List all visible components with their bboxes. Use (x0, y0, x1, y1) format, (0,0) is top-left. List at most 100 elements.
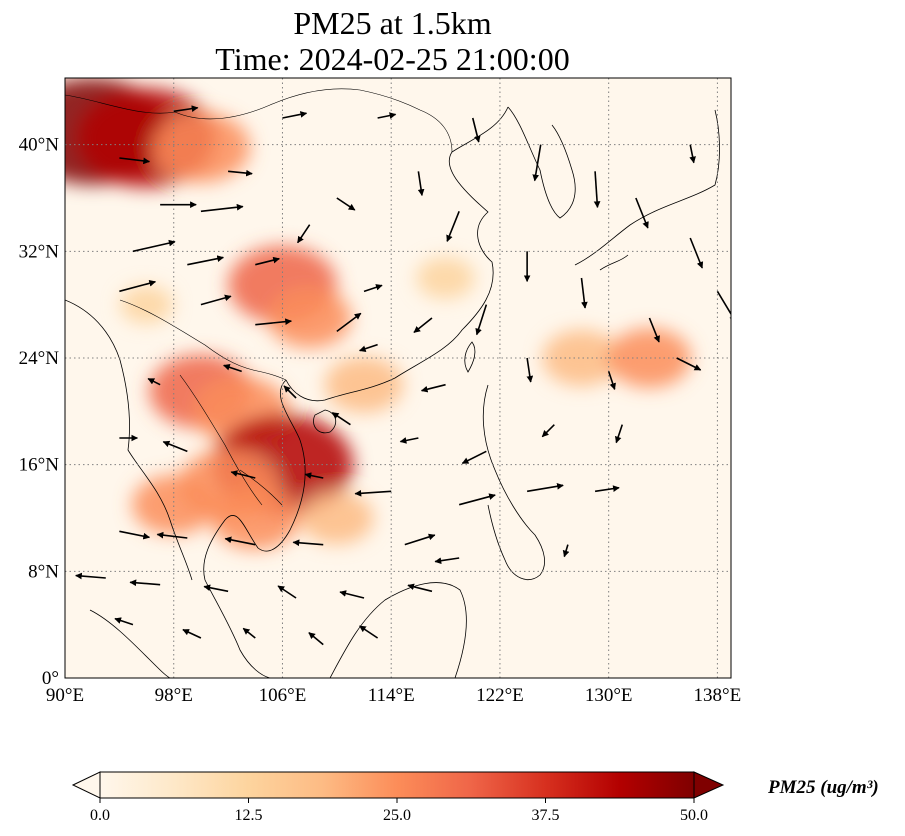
colorbar-tick-label: 12.5 (235, 807, 263, 824)
pm-hotspot (324, 356, 404, 413)
x-tick-label: 130°E (585, 685, 633, 706)
pm-hotspot (267, 288, 352, 348)
wind-arrow (526, 357, 534, 383)
x-tick-label: 90°E (46, 685, 84, 706)
y-tick-label: 0° (42, 668, 59, 689)
wind-arrow (230, 470, 256, 479)
wind-arrow (255, 256, 280, 266)
wind-arrow (162, 440, 188, 453)
wind-arrow (75, 572, 106, 580)
wind-arrow (282, 111, 308, 119)
wind-arrow (635, 197, 649, 229)
y-tick-label: 8°N (28, 561, 59, 582)
wind-arrow (413, 317, 433, 334)
wind-arrow (173, 105, 199, 113)
map-panel (64, 77, 732, 679)
y-axis-ticks: 0° 8°N 16°N 24°N 32°N 40°N (19, 135, 60, 689)
coastline-borneo (329, 582, 467, 678)
border-china-south (119, 299, 287, 381)
border-laos-thailand (179, 374, 263, 506)
colorbar-tick-label: 25.0 (383, 807, 411, 824)
wind-arrow (336, 197, 356, 211)
wind-arrow (296, 224, 311, 244)
wind-arrow (359, 625, 379, 639)
wind-arrow (420, 383, 446, 393)
wind-arrow (434, 557, 460, 565)
wind-arrow (339, 590, 365, 599)
coastline-hainan (313, 409, 337, 434)
wind-arrow (277, 585, 297, 599)
wind-arrow (404, 533, 436, 546)
wind-arrow (716, 290, 731, 322)
wind-arrow (147, 377, 161, 386)
colorbar: 0.0 12.5 25.0 37.5 50.0 PM25 (ug/m³) (71, 771, 879, 824)
wind-arrow (562, 544, 570, 558)
coastline-philippines (482, 384, 545, 580)
wind-arrow (580, 277, 588, 309)
wind-arrow (119, 280, 157, 293)
wind-arrow (458, 493, 496, 506)
colorbar-label: PM25 (ug/m³) (767, 777, 879, 798)
x-tick-label: 138°E (694, 685, 742, 706)
pm-hotspot (542, 330, 621, 386)
x-tick-label: 122°E (476, 685, 524, 706)
x-tick-label: 114°E (368, 685, 415, 706)
wind-arrow (593, 171, 601, 209)
pm-hotspot (211, 486, 300, 550)
wind-arrow (614, 424, 624, 444)
wind-arrow (446, 211, 460, 242)
wind-arrow (354, 489, 392, 497)
coastline-korea (507, 106, 576, 219)
pm-hotspot (300, 491, 374, 545)
pm25-field (65, 78, 692, 550)
wind-arrow (283, 385, 297, 399)
x-tick-label: 106°E (259, 685, 307, 706)
x-axis-ticks: 90°E 98°E 106°E 114°E 122°E 130°E 138°E (46, 685, 741, 706)
wind-arrow (129, 579, 161, 587)
wind-arrow (407, 583, 433, 593)
colorbar-tick-label: 0.0 (90, 807, 110, 824)
wind-arrow (475, 304, 488, 336)
map-gridlines (65, 78, 731, 678)
wind-arrow (689, 144, 696, 164)
coastline-taiwan (464, 341, 476, 373)
wind-arrow (689, 237, 704, 269)
y-tick-label: 24°N (19, 348, 60, 369)
border-cambodia (239, 469, 283, 506)
wind-arrow (399, 437, 419, 444)
wind-arrow (255, 318, 292, 326)
wind-arrow (471, 117, 481, 143)
x-tick-label: 98°E (155, 685, 193, 706)
wind-arrow (203, 584, 229, 593)
y-tick-label: 32°N (19, 241, 60, 262)
coastline-china (285, 106, 509, 402)
y-tick-label: 16°N (19, 455, 60, 476)
wind-vectors (75, 105, 731, 646)
wind-arrow (331, 412, 351, 426)
wind-arrow (607, 371, 616, 390)
map-title-line2: Time: 2024-02-25 21:00:00 (215, 41, 570, 77)
wind-arrow (187, 255, 224, 266)
wind-arrow (377, 112, 397, 119)
wind-arrow (182, 628, 202, 639)
colorbar-tick-label: 50.0 (680, 807, 708, 824)
y-tick-label: 40°N (19, 135, 60, 156)
map-title-line1: PM25 at 1.5km (293, 5, 492, 41)
coastline-indochina (203, 379, 306, 678)
wind-arrow (200, 203, 244, 213)
wind-arrow (114, 617, 134, 626)
colorbar-ticks: 0.0 12.5 25.0 37.5 50.0 (90, 798, 708, 824)
wind-arrow (336, 312, 362, 332)
pm-hotspot (119, 285, 174, 324)
wind-arrow (532, 144, 542, 182)
coastline-japan (574, 109, 720, 271)
pm-hotspot (416, 257, 475, 299)
colorbar-extend-min (71, 771, 101, 799)
pm-hotspot (151, 112, 251, 183)
wind-arrow (228, 169, 253, 177)
pm-hotspot (132, 474, 216, 535)
wind-arrow (648, 317, 660, 343)
wind-arrow (358, 343, 378, 352)
border-mongolia (65, 88, 453, 153)
